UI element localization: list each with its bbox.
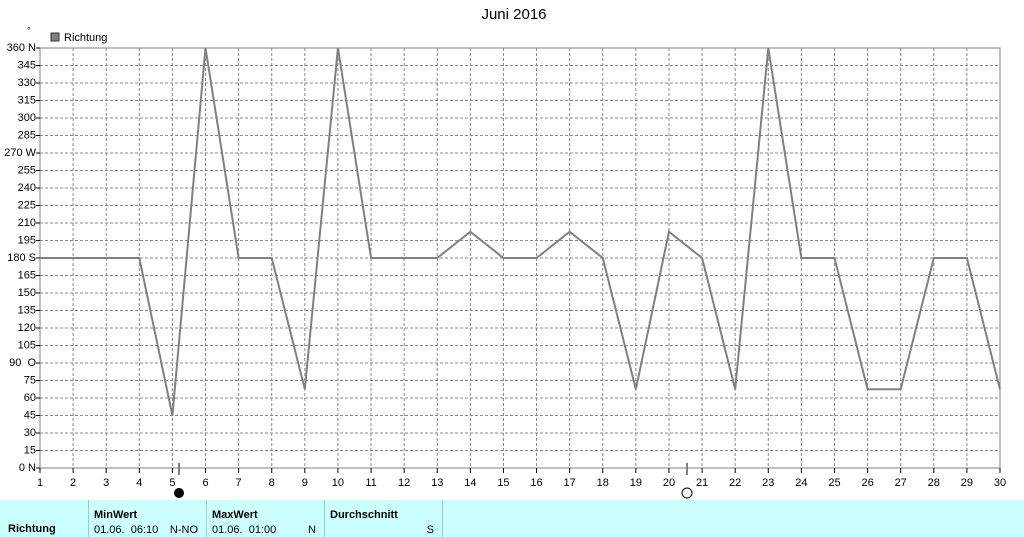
data-line: [40, 47, 1001, 416]
y-tick-label: 345: [18, 59, 36, 71]
y-tick-label: 105: [18, 339, 36, 351]
y-tick-label: 315: [18, 94, 36, 106]
summary-value: S: [426, 524, 434, 536]
x-tick-label: 19: [630, 477, 642, 489]
summary-value: N-NO: [169, 524, 198, 536]
y-tick-label: 195: [18, 234, 36, 246]
x-tick-label: 28: [928, 477, 940, 489]
x-tick-label: 20: [663, 477, 675, 489]
x-tick-label: 15: [497, 477, 509, 489]
full-moon-icon: [174, 488, 184, 498]
summary-header: Durchschnitt: [330, 509, 398, 521]
summary-table: Richtung MinWert 01.06. 06:10 N-NO MaxWert 0…: [0, 500, 1024, 537]
y-tick-label: 90 O: [9, 357, 36, 369]
y-tick-label: 240: [18, 182, 36, 194]
summary-cell: Durchschnitt S: [325, 500, 443, 537]
x-tick-label: 25: [828, 477, 840, 489]
x-tick-label: 16: [530, 477, 542, 489]
x-tick-label: 14: [464, 477, 476, 489]
chart-title: Juni 2016: [481, 6, 546, 23]
y-tick-label: 210: [18, 217, 36, 229]
summary-header: MinWert: [94, 509, 138, 521]
x-tick-label: 11: [365, 477, 376, 489]
y-tick-label: 60: [24, 392, 36, 404]
y-tick-label: 360 N: [7, 42, 36, 54]
x-tick-label: 10: [332, 477, 344, 489]
x-tick-label: 8: [269, 477, 275, 489]
y-tick-label: 330: [18, 77, 36, 89]
row-label-cell: Richtung: [0, 500, 89, 537]
x-tick-label: 7: [236, 477, 242, 489]
y-tick-label: 300: [18, 112, 36, 124]
x-tick-label: 2: [70, 477, 76, 489]
x-tick-label: 1: [37, 477, 43, 489]
summary-header: MaxWert: [212, 509, 258, 521]
legend-swatch: [50, 32, 60, 42]
x-tick-label: 18: [597, 477, 609, 489]
x-tick-label: 30: [994, 477, 1006, 489]
x-tick-label: 24: [795, 477, 807, 489]
y-tick-label: 45: [24, 409, 36, 421]
x-tick-label: 21: [696, 477, 708, 489]
legend-label: Richtung: [64, 32, 107, 44]
summary-value: N: [308, 524, 316, 536]
x-tick-label: 29: [961, 477, 973, 489]
summary-cell: MaxWert 01.06. 01:00 N: [207, 500, 325, 537]
x-tick-label: 26: [861, 477, 873, 489]
y-tick-label: 135: [18, 304, 36, 316]
y-tick-label: 30: [24, 427, 36, 439]
x-tick-label: 27: [895, 477, 907, 489]
summary-time: 01.06. 01:00: [212, 524, 277, 536]
y-tick-label: 270 W: [4, 147, 36, 159]
y-tick-label: 225: [18, 199, 36, 211]
x-tick-label: 4: [136, 477, 142, 489]
y-tick-label: 285: [18, 129, 36, 141]
x-tick-label: 13: [431, 477, 443, 489]
y-tick-label: 75: [24, 374, 36, 386]
y-tick-label: 15: [24, 444, 36, 456]
new-moon-icon: [681, 487, 693, 499]
unit-label: °: [27, 25, 31, 35]
y-tick-label: 120: [18, 322, 36, 334]
summary-cell: MinWert 01.06. 06:10 N-NO: [89, 500, 207, 537]
x-tick-label: 3: [103, 477, 109, 489]
x-tick-label: 6: [202, 477, 208, 489]
x-tick-label: 9: [302, 477, 308, 489]
x-tick-label: 17: [564, 477, 576, 489]
y-tick-label: 180 S: [7, 252, 36, 264]
y-tick-label: 255: [18, 164, 36, 176]
x-tick-label: 22: [729, 477, 741, 489]
y-tick-label: 165: [18, 269, 36, 281]
x-tick-label: 5: [169, 477, 175, 489]
summary-time: 01.06. 06:10: [94, 524, 159, 536]
row-label: Richtung: [8, 523, 56, 535]
y-tick-label: 150: [18, 287, 36, 299]
x-tick-label: 12: [398, 477, 410, 489]
x-tick-label: 23: [762, 477, 774, 489]
y-tick-label: 0 N: [19, 462, 36, 474]
